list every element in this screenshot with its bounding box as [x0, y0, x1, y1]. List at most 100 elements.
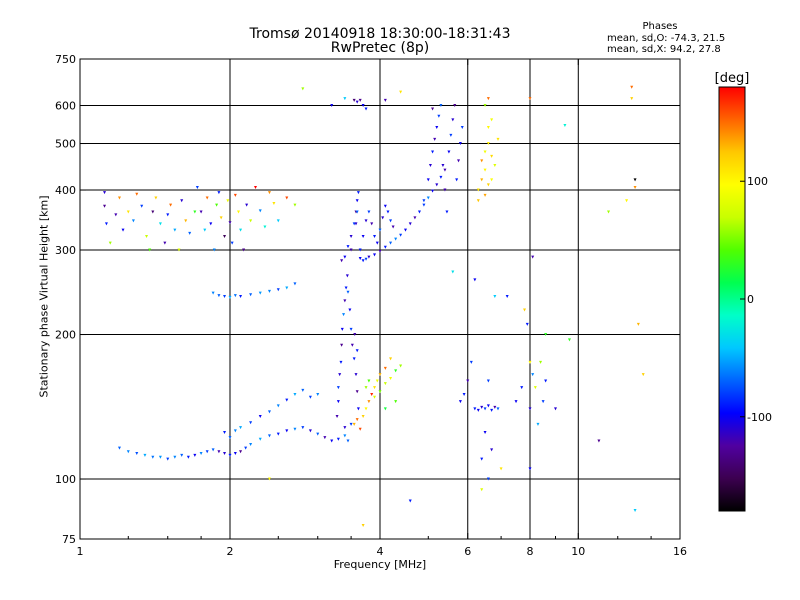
data-point [349, 422, 353, 426]
y-tick-label: 600 [55, 100, 76, 113]
data-point [340, 259, 344, 263]
data-point [399, 364, 403, 368]
data-point [361, 414, 365, 418]
data-point [486, 379, 490, 383]
data-point [486, 404, 490, 408]
data-point [230, 241, 234, 245]
phase-stats-title: Phases [642, 21, 678, 32]
data-point [193, 453, 197, 457]
data-point [348, 308, 352, 312]
x-tick-label: 8 [527, 545, 534, 558]
data-point [276, 219, 280, 223]
data-point [285, 196, 289, 200]
data-point [563, 124, 567, 128]
data-point [131, 219, 135, 223]
data-point [553, 407, 557, 411]
data-point [267, 289, 271, 293]
y-tick-label: 750 [55, 53, 76, 66]
data-point [349, 235, 353, 239]
data-point [449, 133, 453, 137]
data-point [336, 386, 340, 390]
data-point [276, 432, 280, 436]
data-point [223, 235, 227, 239]
data-point [375, 379, 379, 383]
data-point [173, 228, 177, 232]
data-point [343, 97, 347, 101]
data-point [433, 137, 437, 141]
data-point [364, 107, 368, 111]
data-point [447, 150, 451, 154]
chart-title-line2: RwPretec (8p) [330, 40, 430, 56]
data-point [364, 257, 368, 261]
data-point [399, 233, 403, 237]
y-tick-label: 400 [55, 184, 76, 197]
data-point [383, 98, 387, 102]
data-point [212, 248, 216, 252]
data-point [490, 448, 494, 452]
data-point [541, 400, 545, 404]
data-point [370, 222, 374, 226]
data-point [496, 407, 500, 411]
data-point [344, 286, 348, 290]
data-point [394, 400, 398, 404]
data-point [205, 196, 209, 200]
data-point [103, 191, 107, 195]
data-point [431, 107, 435, 111]
x-tick-label: 4 [377, 545, 384, 558]
data-point [203, 228, 207, 232]
data-point [239, 426, 243, 430]
data-point [103, 204, 107, 208]
data-point [135, 192, 139, 196]
data-point [166, 457, 170, 461]
data-point [215, 203, 219, 207]
data-point [361, 104, 365, 108]
data-point [323, 436, 327, 440]
data-point [367, 255, 371, 259]
data-point [114, 213, 118, 217]
data-point [536, 422, 540, 426]
data-point [301, 87, 305, 91]
data-point [439, 175, 443, 179]
data-point [233, 193, 237, 197]
data-point [483, 193, 487, 197]
data-point [166, 213, 170, 217]
data-point [439, 104, 443, 108]
data-point [633, 185, 637, 189]
data-point [117, 446, 121, 450]
data-point [364, 407, 368, 411]
data-point [383, 204, 387, 208]
data-point [267, 477, 271, 481]
data-point [263, 225, 267, 229]
data-point [151, 210, 155, 214]
data-point [285, 429, 289, 433]
data-point [330, 439, 334, 443]
data-point [228, 221, 232, 225]
data-point [458, 400, 462, 404]
data-point [135, 452, 139, 456]
data-point [342, 313, 346, 317]
data-point [531, 373, 535, 377]
data-point [633, 508, 637, 512]
data-point [373, 386, 377, 390]
data-point [422, 199, 426, 203]
data-point [636, 322, 640, 326]
data-point [343, 299, 347, 303]
data-point [343, 434, 347, 438]
data-point [330, 104, 334, 108]
y-tick-label: 300 [55, 244, 76, 257]
data-point [193, 210, 197, 214]
data-point [355, 199, 359, 203]
data-point [354, 222, 358, 226]
data-point [480, 457, 484, 461]
data-point [361, 235, 365, 239]
data-point [228, 436, 232, 440]
data-point [346, 439, 350, 443]
data-point [236, 210, 240, 214]
data-point [195, 185, 199, 189]
data-point [367, 379, 371, 383]
data-point [460, 125, 464, 129]
data-point [293, 282, 297, 286]
data-point [267, 434, 271, 438]
data-point [217, 450, 221, 454]
data-point [386, 210, 390, 214]
